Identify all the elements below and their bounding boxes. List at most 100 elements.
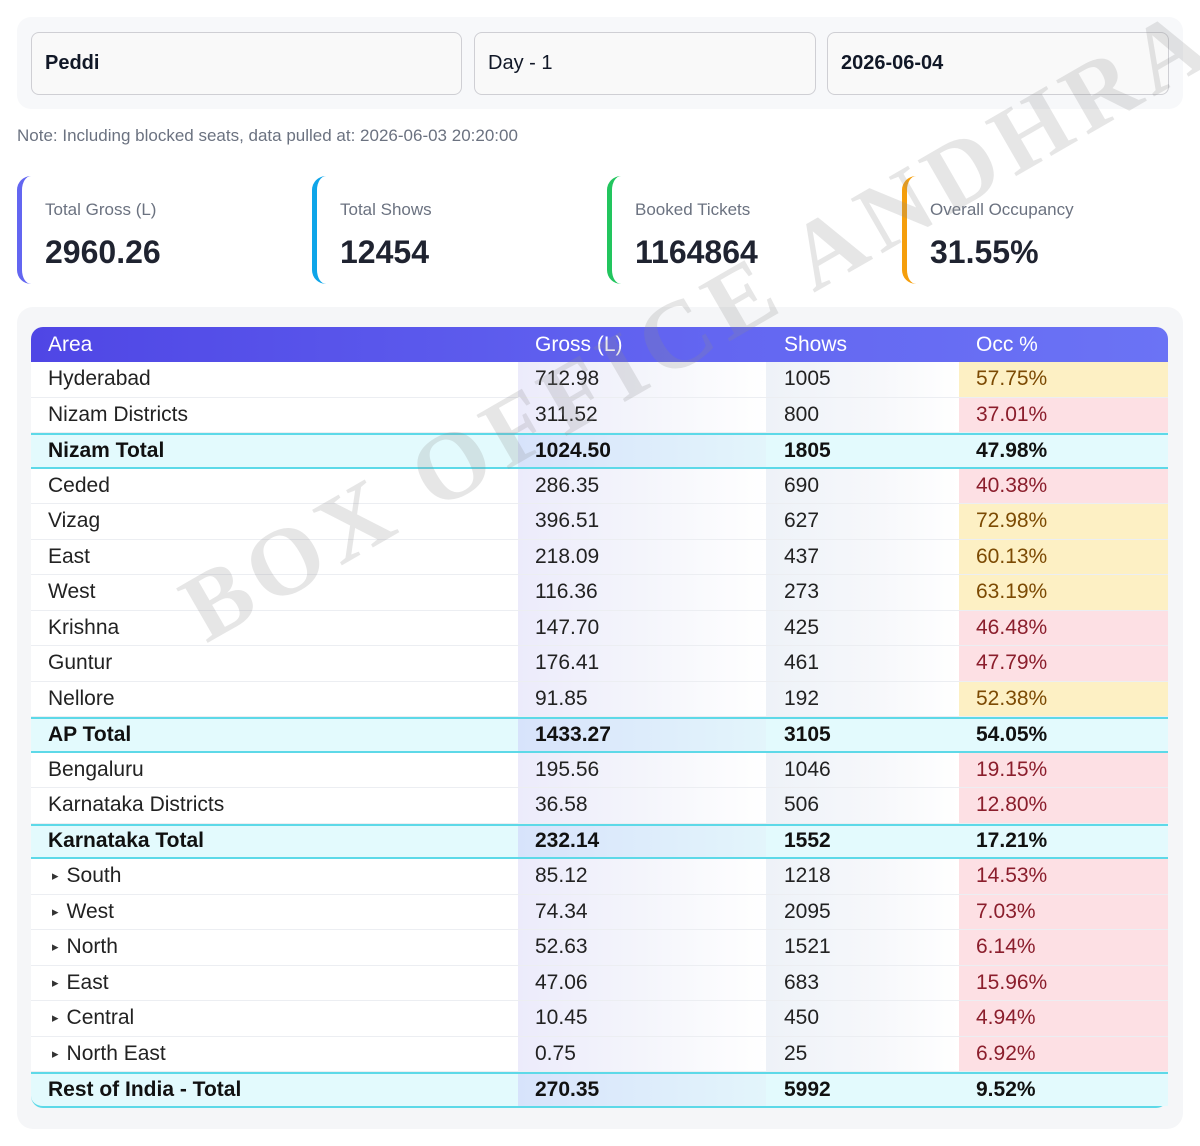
cell-shows: 683 <box>766 965 959 1000</box>
stat-value: 12454 <box>340 234 429 270</box>
header-occ[interactable]: Occ % <box>976 332 1038 356</box>
table-row-total: Nizam Total 1024.50 1805 47.98% <box>31 433 1168 469</box>
cell-occupancy: 19.15% <box>959 752 1168 787</box>
cell-area: East <box>31 540 518 575</box>
table-row: Ceded 286.35 690 40.38% <box>31 468 1168 504</box>
caret-right-icon: ▸ <box>52 939 59 955</box>
cell-shows: 461 <box>766 646 959 681</box>
cell-occupancy: 40.38% <box>959 468 1168 503</box>
header-area[interactable]: Area <box>48 332 93 356</box>
cell-gross: 116.36 <box>518 575 766 610</box>
table-row: Nizam Districts 311.52 800 37.01% <box>31 397 1168 433</box>
area-name: North <box>66 935 118 959</box>
date-input[interactable]: 2026-06-04 <box>827 32 1169 95</box>
stat-card-overall-occupancy: Overall Occupancy 31.55% <box>902 176 1178 284</box>
area-name: East <box>48 544 91 568</box>
cell-occupancy: 47.79% <box>959 646 1168 681</box>
cell-gross: 311.52 <box>518 397 766 432</box>
cell-occupancy: 37.01% <box>959 397 1168 432</box>
cell-gross: 85.12 <box>518 859 766 894</box>
table-row-total: Rest of India - Total 270.35 5992 9.52% <box>31 1072 1168 1108</box>
stat-value: 31.55% <box>930 234 1039 270</box>
cell-shows: 1046 <box>766 752 959 787</box>
cell-occupancy: 57.75% <box>959 362 1168 397</box>
table-row: ▸ North 52.63 1521 6.14% <box>31 930 1168 966</box>
table-row: ▸ South 85.12 1218 14.53% <box>31 859 1168 895</box>
area-name: Central <box>66 1006 135 1030</box>
cell-gross: 712.98 <box>518 362 766 397</box>
cell-shows: 627 <box>766 504 959 539</box>
cell-gross: 195.56 <box>518 752 766 787</box>
area-name: North East <box>66 1041 166 1065</box>
area-table: Area Gross (L) Shows Occ % Hyderabad 712.… <box>31 327 1168 1108</box>
cell-shows: 1521 <box>766 930 959 965</box>
table-row: Vizag 396.51 627 72.98% <box>31 504 1168 540</box>
area-name: Rest of India - Total <box>48 1077 242 1101</box>
cell-occupancy: 4.94% <box>959 1001 1168 1036</box>
area-name: West <box>66 899 114 923</box>
cell-area: Vizag <box>31 504 518 539</box>
cell-shows: 437 <box>766 539 959 574</box>
table-row: West 116.36 273 63.19% <box>31 575 1168 611</box>
caret-right-icon: ▸ <box>52 974 59 990</box>
area-name: Vizag <box>48 509 101 533</box>
header-shows[interactable]: Shows <box>784 332 848 356</box>
table-row: ▸ North East 0.75 25 6.92% <box>31 1036 1168 1072</box>
cell-area: Karnataka Districts <box>31 788 518 823</box>
header-gross[interactable]: Gross (L) <box>535 332 623 356</box>
cell-gross: 232.14 <box>518 825 766 857</box>
table-row: East 218.09 437 60.13% <box>31 539 1168 575</box>
cell-occupancy: 6.92% <box>959 1036 1168 1071</box>
area-name: Ceded <box>48 473 110 497</box>
cell-occupancy: 15.96% <box>959 965 1168 1000</box>
cell-area: ▸ North East <box>31 1037 518 1072</box>
cell-occupancy: 63.19% <box>959 575 1168 610</box>
cell-occupancy: 72.98% <box>959 504 1168 539</box>
area-name: Guntur <box>48 651 113 675</box>
caret-right-icon: ▸ <box>52 1010 59 1026</box>
stat-label: Total Gross (L) <box>45 200 157 219</box>
cell-shows: 450 <box>766 1001 959 1036</box>
cell-shows: 1805 <box>766 435 959 467</box>
cell-gross: 36.58 <box>518 788 766 823</box>
cell-gross: 147.70 <box>518 610 766 645</box>
stat-label: Booked Tickets <box>635 200 751 219</box>
cell-shows: 5992 <box>766 1074 959 1106</box>
stat-card-total-gross: Total Gross (L) 2960.26 <box>17 176 293 284</box>
cell-gross: 286.35 <box>518 468 766 503</box>
caret-right-icon: ▸ <box>52 868 59 884</box>
stat-card-total-shows: Total Shows 12454 <box>312 176 588 284</box>
cell-area: Nizam Districts <box>31 398 518 433</box>
area-name: Nizam Total <box>48 438 165 462</box>
cell-area: West <box>31 575 518 610</box>
cell-area: Nellore <box>31 682 518 717</box>
area-name: Bengaluru <box>48 757 144 781</box>
area-name: Karnataka Total <box>48 829 204 853</box>
cell-gross: 0.75 <box>518 1036 766 1071</box>
movie-select[interactable]: Peddi <box>31 32 462 95</box>
cell-shows: 425 <box>766 610 959 645</box>
cell-shows: 1552 <box>766 825 959 857</box>
cell-occupancy: 47.98% <box>959 435 1168 467</box>
cell-occupancy: 60.13% <box>959 539 1168 574</box>
stat-value: 1164864 <box>635 234 758 270</box>
table-row: Nellore 91.85 192 52.38% <box>31 681 1168 717</box>
area-name: South <box>66 864 122 888</box>
cell-area: Ceded <box>31 469 518 504</box>
cell-shows: 25 <box>766 1036 959 1071</box>
day-select[interactable]: Day - 1 <box>474 32 816 95</box>
caret-right-icon: ▸ <box>52 1045 59 1061</box>
cell-shows: 506 <box>766 788 959 823</box>
table-header: Area Gross (L) Shows Occ % <box>31 327 1168 362</box>
cell-shows: 3105 <box>766 719 959 751</box>
cell-gross: 1024.50 <box>518 435 766 467</box>
cell-shows: 2095 <box>766 894 959 929</box>
caret-right-icon: ▸ <box>52 903 59 919</box>
cell-occupancy: 46.48% <box>959 610 1168 645</box>
cell-area: ▸ West <box>31 895 518 930</box>
cell-shows: 690 <box>766 468 959 503</box>
stat-value: 2960.26 <box>45 234 161 270</box>
cell-occupancy: 9.52% <box>959 1074 1168 1106</box>
area-name: East <box>66 970 109 994</box>
cell-area: Nizam Total <box>31 435 518 467</box>
